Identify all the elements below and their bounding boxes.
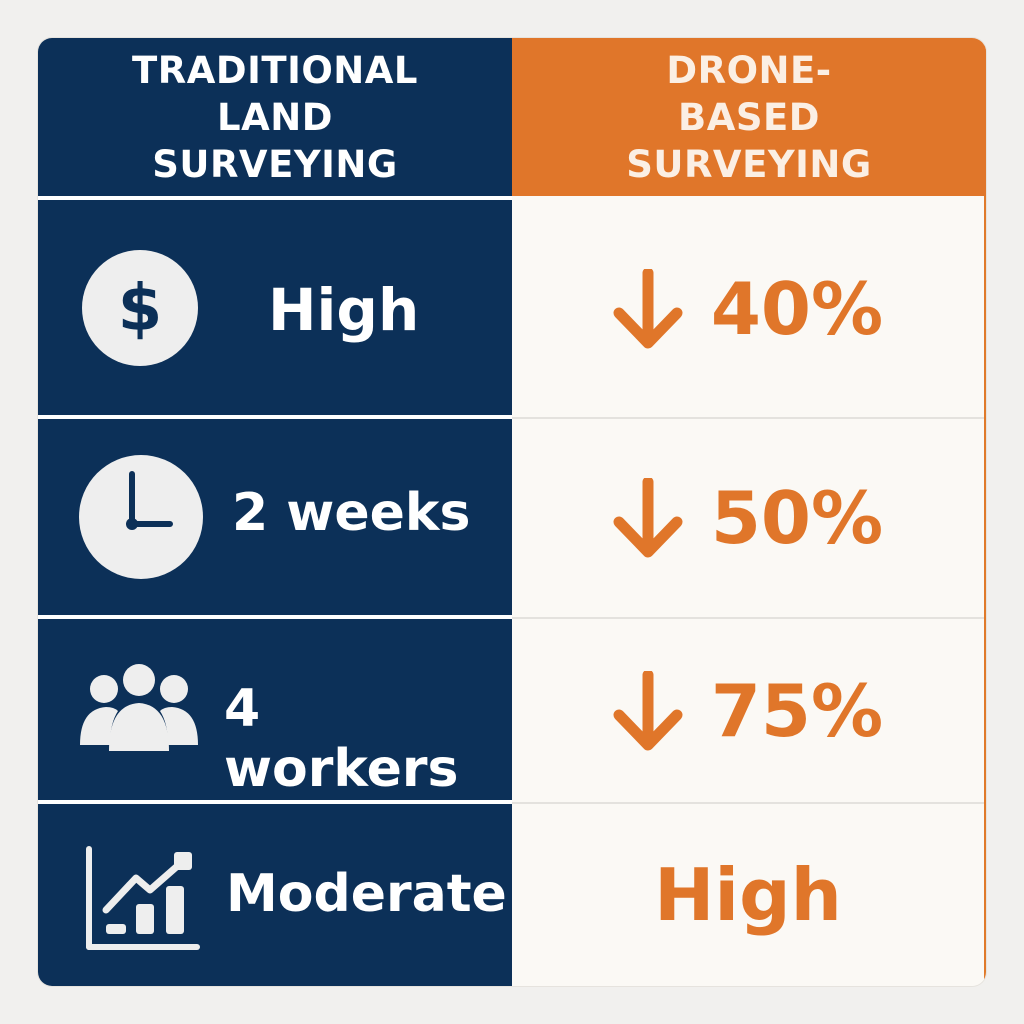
drone-workers-value: 75%: [710, 668, 884, 753]
row-cost-drone: 40%: [512, 200, 984, 417]
row-workers-traditional: 4 workers: [38, 619, 512, 800]
traditional-quality-value: Moderate: [226, 864, 507, 924]
drone-column: [512, 38, 986, 986]
row-workers-drone: 75%: [512, 617, 984, 802]
row-quality-drone: High: [512, 802, 984, 986]
row-quality-traditional: Moderate: [38, 804, 512, 986]
growth-chart-icon: [86, 846, 200, 950]
traditional-header: TRADITIONAL LAND SURVEYING: [38, 38, 512, 196]
row-time-traditional: 2 weeks: [38, 419, 512, 615]
down-arrow-icon: [613, 670, 683, 750]
row-cost-traditional: $ High: [38, 200, 512, 415]
clock-icon: [79, 455, 203, 579]
down-arrow-icon: [613, 478, 683, 558]
people-icon: [80, 664, 198, 751]
drone-cost-value: 40%: [710, 266, 884, 351]
traditional-cost-value: High: [268, 276, 420, 344]
traditional-workers-value: 4 workers: [224, 679, 459, 799]
traditional-time-value: 2 weeks: [232, 483, 471, 543]
down-arrow-icon: [613, 268, 683, 348]
comparison-table: TRADITIONAL LAND SURVEYING DRONE-BASED S…: [38, 38, 986, 986]
drone-quality-value: High: [654, 853, 842, 937]
drone-header: DRONE-BASED SURVEYING: [512, 38, 986, 196]
row-time-drone: 50%: [512, 417, 984, 617]
drone-time-value: 50%: [710, 476, 884, 560]
dollar-icon: $: [82, 250, 198, 366]
svg-text:$: $: [118, 272, 163, 346]
